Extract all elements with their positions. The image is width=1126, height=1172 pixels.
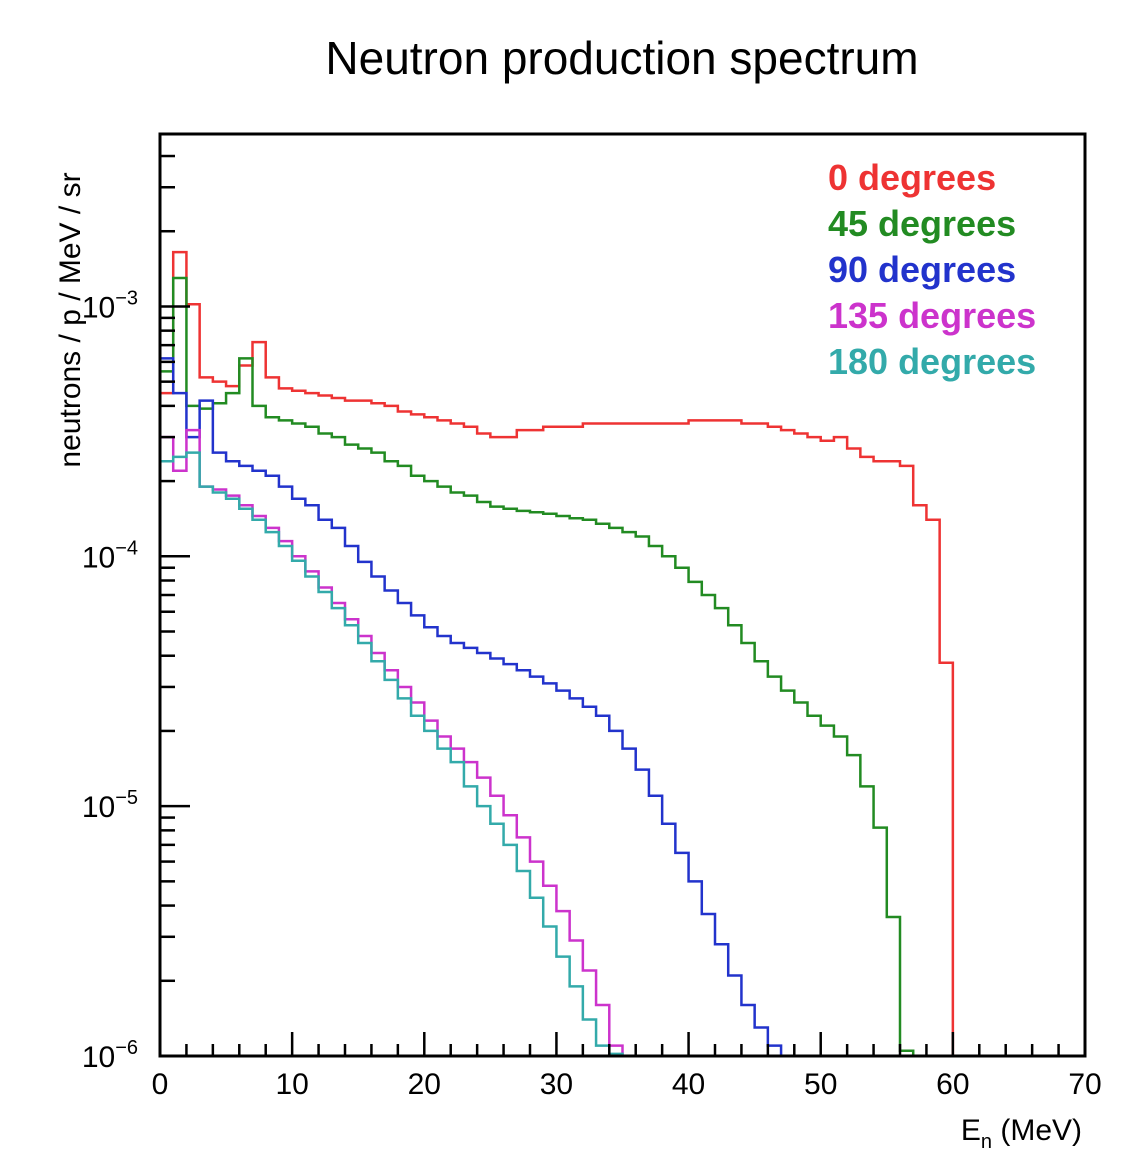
legend-entry: 45 degrees [828, 203, 1016, 244]
ticks-group: 0 10 20 30 40 50 60 70 10−6 10−5 10−4 10−3 [82, 154, 1102, 1101]
legend: 0 degrees 45 degrees 90 degrees 135 degrees… [828, 157, 1036, 382]
y-tick-label: 10−3 [82, 287, 138, 324]
series-line-90-degrees [160, 357, 1085, 1058]
legend-entry: 180 degrees [828, 341, 1036, 382]
series-group [160, 250, 1085, 1058]
x-tick-label: 50 [804, 1068, 837, 1101]
x-axis-label-main: E [961, 1114, 981, 1147]
y-axis-label: neutrons / p / MeV / sr [54, 172, 87, 467]
legend-entry: 90 degrees [828, 249, 1016, 290]
y-axis-label-group: neutrons / p / MeV / sr [54, 172, 87, 467]
x-axis-label-unit: (MeV) [992, 1114, 1082, 1147]
legend-entry: 0 degrees [828, 157, 996, 198]
x-tick-label: 40 [672, 1068, 705, 1101]
series-line-180-degrees [160, 451, 1085, 1058]
series-line-0-degrees [160, 250, 1085, 1058]
x-tick-label: 10 [275, 1068, 308, 1101]
x-tick-label: 70 [1068, 1068, 1101, 1101]
series-line-45-degrees [160, 276, 1085, 1058]
x-tick-label: 20 [408, 1068, 441, 1101]
x-tick-label: 60 [936, 1068, 969, 1101]
y-tick-label: 10−4 [82, 537, 138, 574]
x-axis-label-subscript: n [981, 1131, 992, 1153]
x-tick-label: 30 [540, 1068, 573, 1101]
y-tick-label: 10−5 [82, 787, 138, 824]
chart-title: Neutron production spectrum [325, 32, 918, 84]
legend-entry: 135 degrees [828, 295, 1036, 336]
x-axis-label: En (MeV) [961, 1114, 1082, 1153]
x-tick-label: 0 [152, 1068, 169, 1101]
plot-frame [158, 132, 1087, 1058]
y-tick-label: 10−6 [82, 1037, 138, 1074]
